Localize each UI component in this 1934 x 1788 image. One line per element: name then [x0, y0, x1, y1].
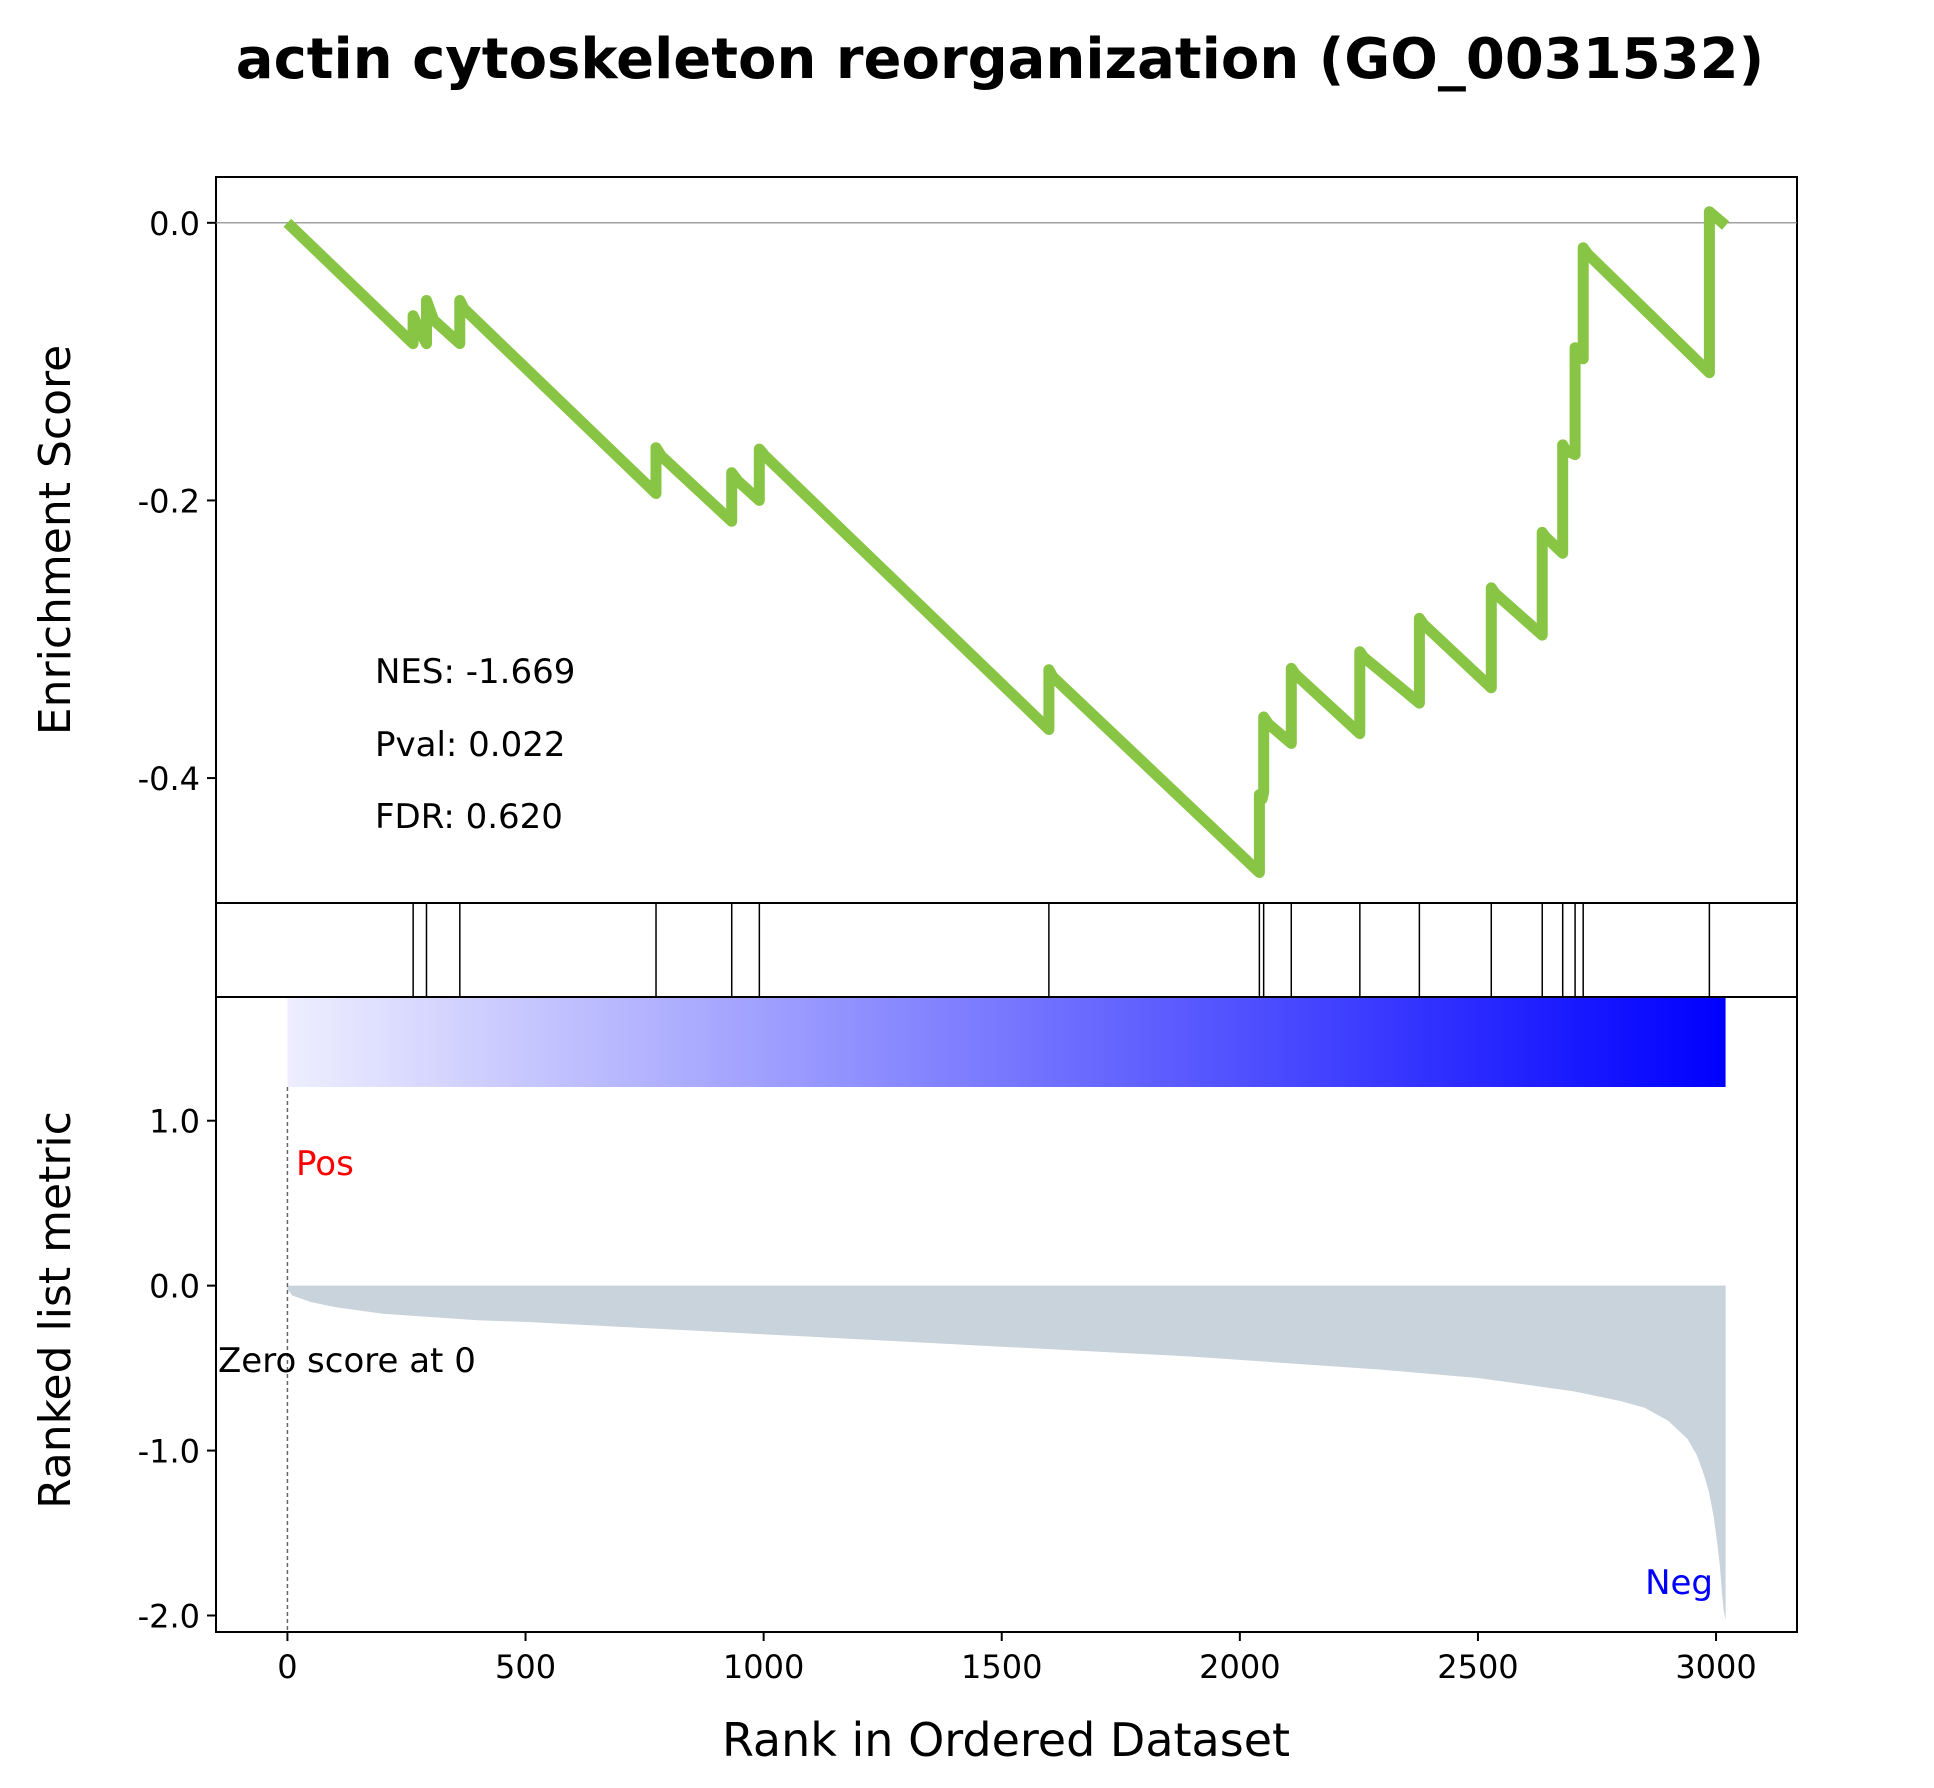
xtick-label: 1000	[723, 1648, 804, 1686]
hits-panel-frame	[215, 902, 1798, 998]
zero-score-label: Zero score at 0	[218, 1341, 476, 1381]
running-es-line	[283, 206, 1730, 878]
pos-label: Pos	[296, 1144, 354, 1184]
es-ytick-label: -0.2	[138, 482, 200, 520]
es-ylabel: Enrichment Score	[30, 345, 81, 735]
metric-ytick-label: 0.0	[149, 1268, 200, 1306]
x-axis-label: Rank in Ordered Dataset	[722, 1713, 1290, 1767]
xtick-label: 3000	[1675, 1648, 1756, 1686]
metric-panel-frame	[215, 996, 1798, 1633]
metric-panel: 1.00.0-1.0-2.0 0 500 1000 1500 2000 2500 3000 …	[30, 996, 1798, 1767]
x-ticks: 0 500 1000 1500 2000 2500 3000	[277, 1632, 1757, 1686]
chart-title: actin cytoskeleton reorganization (GO_00…	[236, 27, 1764, 92]
rank-gradient-bar	[287, 997, 1726, 1087]
xtick-label: 1500	[961, 1648, 1042, 1686]
metric-ytick-label: -1.0	[138, 1433, 200, 1471]
metric-ytick-label: -2.0	[138, 1598, 200, 1636]
fdr-stat: FDR: 0.620	[375, 797, 563, 837]
nes-stat: NES: -1.669	[375, 652, 575, 692]
xtick-label: 500	[495, 1648, 556, 1686]
metric-ytick-label: 1.0	[149, 1103, 200, 1141]
pval-stat: Pval: 0.022	[375, 725, 566, 765]
es-ytick-label: 0.0	[149, 205, 200, 243]
hit-marks	[412, 903, 1711, 997]
xtick-label: 0	[277, 1648, 297, 1686]
ranked-metric-area	[287, 1285, 1726, 1621]
es-y-ticks: 0.0 -0.2 -0.4	[138, 205, 216, 798]
metric-ylabel: Ranked list metric	[30, 1111, 81, 1509]
metric-y-ticks: 1.0 0.0 -1.0 -2.0	[138, 1103, 216, 1636]
neg-label: Neg	[1645, 1563, 1713, 1603]
xtick-label: 2000	[1199, 1648, 1280, 1686]
es-panel: 0.0 -0.2 -0.4 Enrichment Score NES: -1.669…	[30, 176, 1798, 904]
es-ytick-label: -0.4	[138, 760, 200, 798]
hits-panel	[215, 902, 1798, 998]
xtick-label: 2500	[1437, 1648, 1518, 1686]
